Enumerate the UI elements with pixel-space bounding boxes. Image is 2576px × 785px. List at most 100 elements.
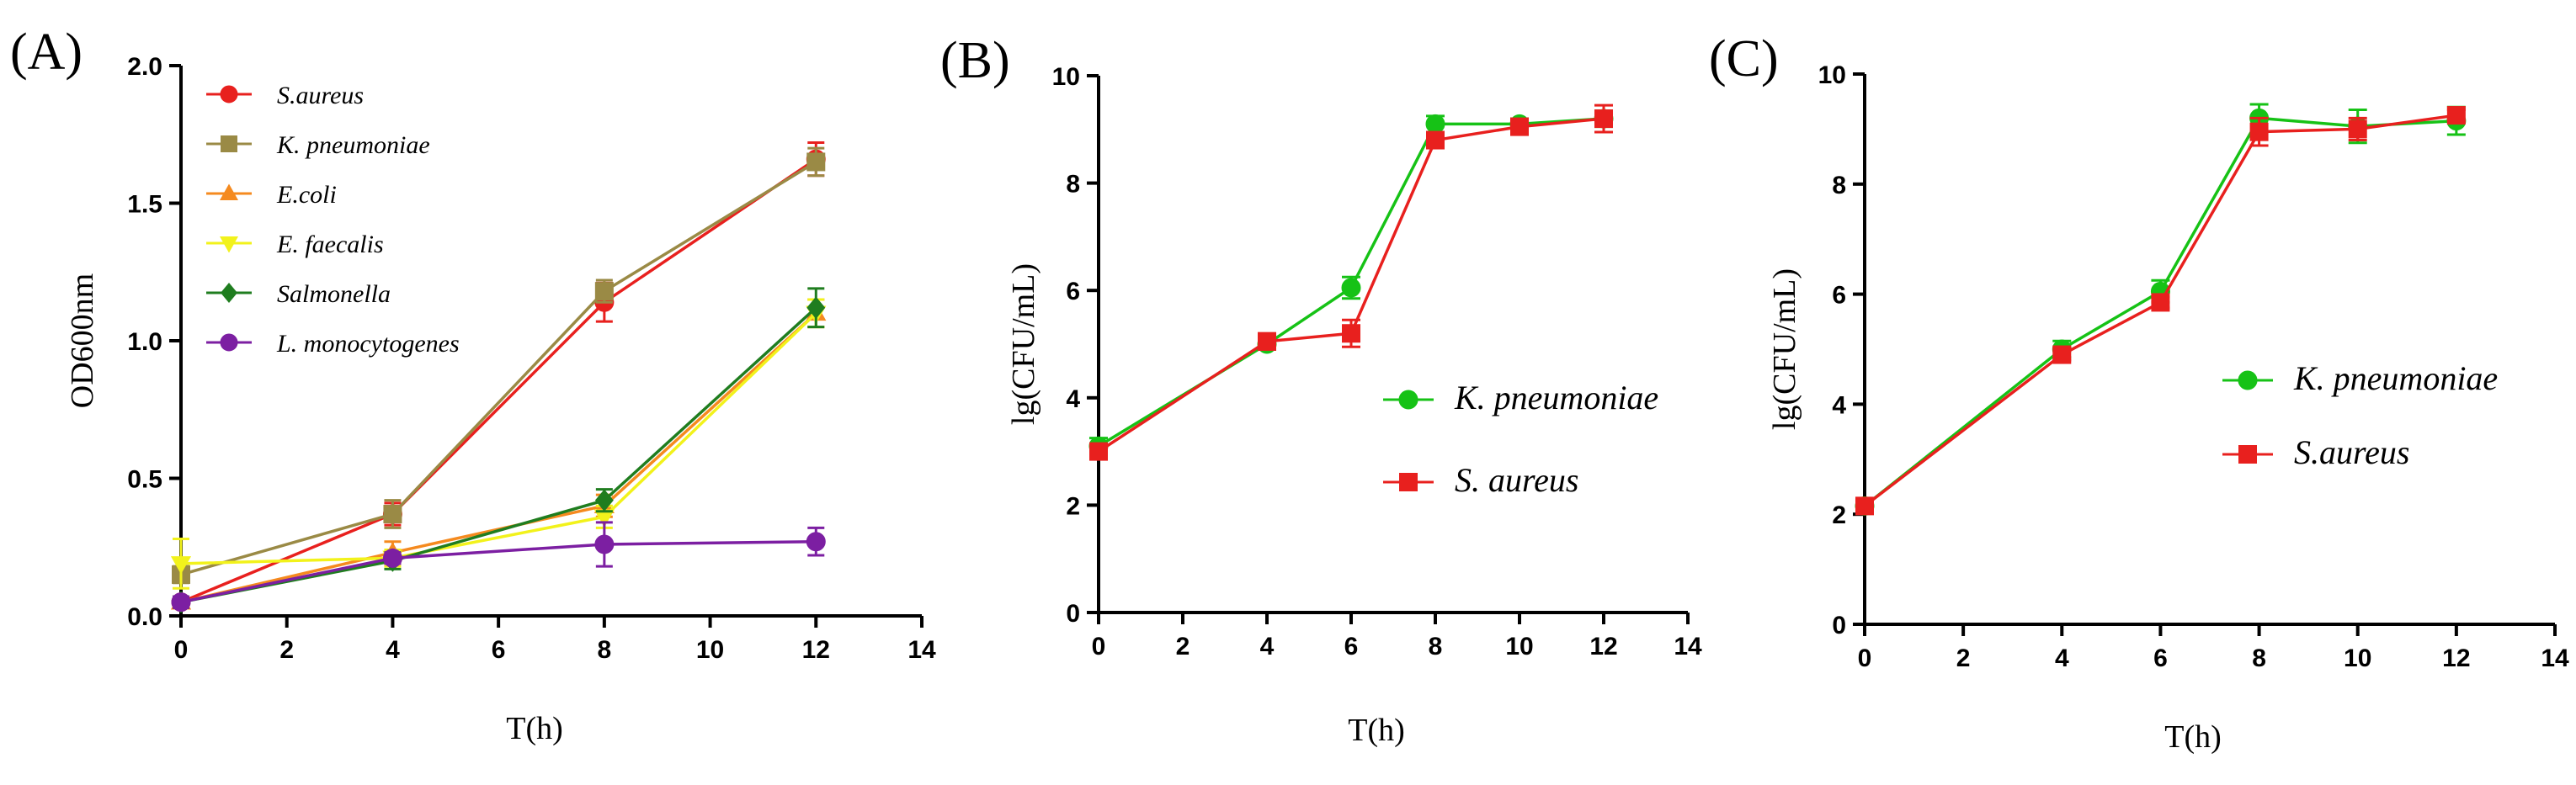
x-tick-label: 14: [2541, 644, 2569, 672]
series-line: [180, 160, 817, 576]
x-tick-label: 14: [907, 636, 936, 664]
x-tick-label: 6: [2153, 644, 2168, 672]
legend-item: K. pneumoniae: [2222, 359, 2498, 397]
legend-marker: [220, 236, 238, 253]
x-tick-label: 8: [1429, 633, 1443, 660]
y-tick-label: 0.0: [127, 603, 162, 631]
y-tick-label: 6: [1066, 278, 1080, 305]
data-point: [1089, 442, 1108, 461]
x-tick-label: 4: [2055, 644, 2069, 672]
series-k-pneumoniae: [172, 146, 826, 585]
series-l-monocytogenes: [171, 521, 826, 613]
data-point: [1341, 278, 1361, 298]
legend-marker: [221, 135, 237, 152]
x-tick-label: 2: [1956, 644, 1971, 672]
x-tick-label: 0: [174, 636, 189, 664]
legend-marker: [220, 85, 238, 103]
x-tick-label: 12: [802, 636, 830, 664]
series-line: [1863, 114, 2457, 507]
x-tick-label: 12: [2442, 644, 2470, 672]
panel-label: (C): [1709, 30, 1779, 88]
x-tick-label: 2: [1176, 633, 1190, 660]
x-tick-label: 6: [1344, 633, 1359, 660]
y-tick-label: 8: [1066, 171, 1080, 199]
y-tick-label: 1.0: [127, 328, 162, 356]
data-point: [2249, 122, 2269, 141]
series-e-coli: [170, 298, 827, 610]
legend-label: K. pneumoniae: [276, 131, 430, 159]
legend-label: S. aureus: [1455, 461, 1578, 499]
y-tick-label: 0: [1066, 600, 1080, 628]
legend-marker: [1399, 473, 1418, 491]
x-tick-label: 0: [1858, 644, 1872, 672]
data-point: [1855, 496, 1874, 516]
data-point: [2151, 293, 2170, 312]
legend-label: K. pneumoniae: [1454, 379, 1658, 416]
series-line: [180, 312, 817, 565]
series-s-aureus: [1089, 103, 1613, 461]
series-s-aureus: [171, 141, 826, 613]
legend-item: Salmonella: [206, 280, 391, 308]
legend-label: L. monocytogenes: [276, 330, 460, 358]
x-tick-label: 8: [2252, 644, 2266, 672]
legend-item: S. aureus: [1383, 461, 1578, 499]
series-line: [180, 157, 817, 604]
legend-label: S.aureus: [2294, 433, 2409, 471]
legend-label: K. pneumoniae: [2293, 359, 2498, 397]
x-tick-label: 4: [1260, 633, 1275, 660]
y-tick-label: 1.5: [127, 191, 162, 219]
data-point: [806, 296, 826, 319]
legend-item: L. monocytogenes: [206, 330, 460, 358]
data-point: [2052, 345, 2072, 364]
data-point: [382, 548, 402, 568]
legend-item: E.coli: [206, 181, 337, 209]
y-tick-label: 2: [1066, 492, 1080, 520]
data-point: [594, 534, 615, 554]
x-axis-title: T(h): [506, 711, 563, 746]
data-point: [2446, 106, 2466, 125]
x-tick-label: 8: [598, 636, 612, 664]
legend-label: S.aureus: [277, 82, 364, 109]
data-point: [170, 556, 192, 575]
y-tick-label: 2.0: [127, 53, 162, 81]
x-axis-title: T(h): [2164, 719, 2222, 755]
series-e-faecalis: [170, 298, 827, 590]
legend-item: S.aureus: [2222, 433, 2409, 471]
y-tick-label: 4: [1066, 385, 1080, 413]
x-tick-label: 10: [696, 636, 724, 664]
legend-item: K. pneumoniae: [1383, 379, 1658, 416]
x-tick-label: 0: [1092, 633, 1106, 660]
legend-marker: [2238, 445, 2257, 464]
y-tick-label: 2: [1832, 501, 1846, 529]
data-point: [1425, 114, 1445, 134]
legend-label: E.coli: [276, 181, 337, 209]
series-s-aureus: [1855, 106, 2466, 516]
x-tick-label: 2: [279, 636, 294, 664]
series-line: [180, 539, 817, 604]
x-tick-label: 10: [2344, 644, 2371, 672]
y-axis-title: OD600nm: [65, 273, 100, 408]
y-tick-label: 4: [1832, 391, 1846, 419]
data-point: [806, 532, 826, 552]
legend-marker: [220, 333, 238, 352]
x-tick-label: 12: [1589, 633, 1617, 660]
x-axis-title: T(h): [1348, 713, 1405, 748]
data-point: [171, 592, 191, 613]
data-point: [1594, 109, 1613, 129]
y-tick-label: 0.5: [127, 466, 162, 494]
legend-item: K. pneumoniae: [206, 131, 430, 159]
y-axis-title: lg(CFU/mL): [1006, 263, 1041, 425]
legend-marker: [221, 283, 237, 303]
legend-marker: [220, 183, 238, 200]
legend-item: E. faecalis: [206, 231, 384, 258]
data-point: [593, 509, 615, 528]
chart-panel-c: (C) 0 2 4 6 8 10 0 2 4 6 8 10 12 14 T(h) lg(CFU/mL) K. pn…: [1709, 30, 2569, 755]
data-point: [1426, 130, 1445, 150]
data-point: [1258, 332, 1276, 351]
x-tick-label: 6: [492, 636, 506, 664]
legend-marker: [2238, 370, 2258, 390]
data-point: [1342, 324, 1360, 343]
y-tick-label: 8: [1832, 172, 1846, 199]
chart-panel-b: (B) 0 2 4 6 8 10 0 2 4 6 8 10 12 14 T(h) lg(CFU/mL) K. pn…: [940, 32, 1702, 748]
